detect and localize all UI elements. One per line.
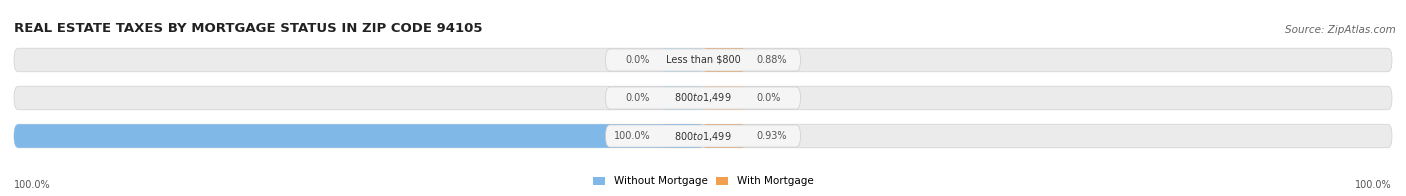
FancyBboxPatch shape [661, 86, 703, 110]
FancyBboxPatch shape [703, 48, 709, 72]
Text: 0.0%: 0.0% [756, 93, 780, 103]
FancyBboxPatch shape [14, 124, 1392, 148]
FancyBboxPatch shape [661, 48, 703, 72]
FancyBboxPatch shape [606, 87, 800, 109]
Text: REAL ESTATE TAXES BY MORTGAGE STATUS IN ZIP CODE 94105: REAL ESTATE TAXES BY MORTGAGE STATUS IN … [14, 22, 482, 35]
FancyBboxPatch shape [703, 124, 710, 148]
Text: Source: ZipAtlas.com: Source: ZipAtlas.com [1285, 25, 1396, 35]
FancyBboxPatch shape [703, 86, 745, 110]
FancyBboxPatch shape [14, 48, 1392, 72]
FancyBboxPatch shape [703, 124, 745, 148]
Text: $800 to $1,499: $800 to $1,499 [675, 92, 731, 104]
FancyBboxPatch shape [14, 86, 1392, 110]
Text: 100.0%: 100.0% [1355, 180, 1392, 190]
Text: Less than $800: Less than $800 [665, 55, 741, 65]
Text: 0.93%: 0.93% [756, 131, 786, 141]
Text: 100.0%: 100.0% [14, 180, 51, 190]
FancyBboxPatch shape [703, 48, 745, 72]
FancyBboxPatch shape [14, 124, 703, 148]
FancyBboxPatch shape [606, 49, 800, 71]
Text: $800 to $1,499: $800 to $1,499 [675, 130, 731, 142]
Text: 0.0%: 0.0% [626, 55, 650, 65]
FancyBboxPatch shape [606, 125, 800, 147]
Text: 0.88%: 0.88% [756, 55, 786, 65]
FancyBboxPatch shape [661, 124, 703, 148]
Legend: Without Mortgage, With Mortgage: Without Mortgage, With Mortgage [589, 172, 817, 191]
Text: 0.0%: 0.0% [626, 93, 650, 103]
Text: 100.0%: 100.0% [613, 131, 650, 141]
